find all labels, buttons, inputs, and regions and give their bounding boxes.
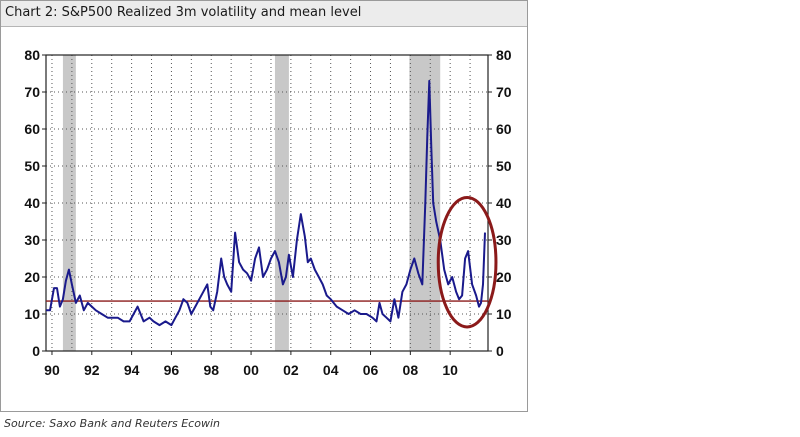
y-tick-label-right: 0 <box>496 343 504 359</box>
x-tick-label: 98 <box>203 362 219 378</box>
y-tick-label-left: 40 <box>24 195 40 211</box>
highlight-circle <box>436 195 498 329</box>
y-tick-label-left: 60 <box>24 121 40 137</box>
volatility-series-line <box>46 79 486 327</box>
x-tick-label: 90 <box>44 362 60 378</box>
y-tick-label-right: 20 <box>496 269 512 285</box>
y-tick-label-right: 80 <box>496 47 512 63</box>
x-tick-label: 94 <box>124 362 140 378</box>
y-tick-label-right: 10 <box>496 306 512 322</box>
y-tick-label-left: 70 <box>24 84 40 100</box>
y-tick-label-left: 10 <box>24 306 40 322</box>
y-tick-label-right: 40 <box>496 195 512 211</box>
source-note: Source: Saxo Bank and Reuters Ecowin <box>4 417 220 430</box>
y-tick-label-right: 60 <box>496 121 512 137</box>
x-tick-label: 10 <box>442 362 458 378</box>
y-tick-label-right: 70 <box>496 84 512 100</box>
x-tick-label: 08 <box>403 362 419 378</box>
y-tick-label-left: 20 <box>24 269 40 285</box>
recession-band-0 <box>62 55 76 351</box>
y-tick-label-left: 80 <box>24 47 40 63</box>
x-tick-label: 00 <box>243 362 259 378</box>
y-tick-label-left: 30 <box>24 232 40 248</box>
x-tick-label: 04 <box>323 362 339 378</box>
y-tick-label-left: 0 <box>32 343 40 359</box>
x-tick-label: 06 <box>363 362 379 378</box>
chart-frame: Chart 2: S&P500 Realized 3m volatility a… <box>0 0 528 412</box>
x-tick-label: 96 <box>164 362 180 378</box>
chart-title: Chart 2: S&P500 Realized 3m volatility a… <box>5 5 362 20</box>
y-tick-label-right: 50 <box>496 158 512 174</box>
x-tick-label: 92 <box>84 362 100 378</box>
x-tick-label: 02 <box>283 362 299 378</box>
y-tick-label-left: 50 <box>24 158 40 174</box>
title-bar: Chart 2: S&P500 Realized 3m volatility a… <box>1 1 527 27</box>
y-tick-label-right: 30 <box>496 232 512 248</box>
